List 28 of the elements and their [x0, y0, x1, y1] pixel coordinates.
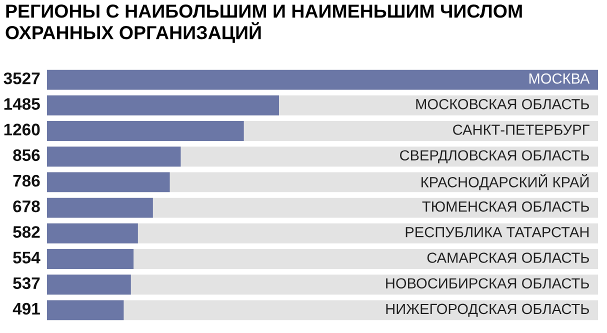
y-tick-label: КРАСНОДАРСКИЙ КРАЙ [422, 174, 589, 190]
data-label: 1260 [4, 124, 40, 136]
y-tick-label: МОСКОВСКАЯ ОБЛАСТЬ [416, 98, 589, 110]
bar [47, 300, 124, 320]
data-label: 537 [13, 277, 40, 290]
y-tick-label: НОВОСИБИРСКАЯ ОБЛАСТЬ [386, 278, 589, 289]
bar [47, 198, 153, 218]
y-tick-label: НИЖЕГОРОДСКАЯ ОБЛАСТЬ [386, 304, 589, 317]
bar [47, 172, 170, 192]
bar [47, 249, 134, 269]
y-tick-label: СВЕРДЛОВСКАЯ ОБЛАСТЬ [400, 150, 589, 164]
y-tick-label: САНКТ-ПЕТЕРБУРГ [453, 124, 590, 135]
bar [47, 274, 131, 295]
data-label: 856 [13, 149, 40, 162]
chart-title: РЕГИОНЫ С НАИБОЛЬШИМ И НАИМЕНЬШИМ ЧИСЛОМ ОХРАННЫХ ОРГАНИЗАЦИЙ [6, 4, 522, 43]
data-label: 678 [13, 200, 40, 212]
data-label: 582 [13, 226, 40, 238]
bar [47, 146, 181, 167]
y-tick-label: ТЮМЕНСКАЯ ОБЛАСТЬ [422, 201, 589, 212]
data-label: 786 [13, 174, 40, 187]
data-label: 1485 [4, 98, 40, 110]
y-tick-label: САМАРСКАЯ ОБЛАСТЬ [427, 252, 589, 263]
data-label: 554 [13, 252, 40, 264]
data-label: 3527 [4, 72, 40, 84]
y-tick-label: МОСКВА [529, 73, 590, 84]
data-label: 491 [12, 302, 40, 315]
bar [47, 223, 138, 244]
y-tick-label: РЕСПУБЛИКА ТАТАРСТАН [406, 226, 589, 238]
